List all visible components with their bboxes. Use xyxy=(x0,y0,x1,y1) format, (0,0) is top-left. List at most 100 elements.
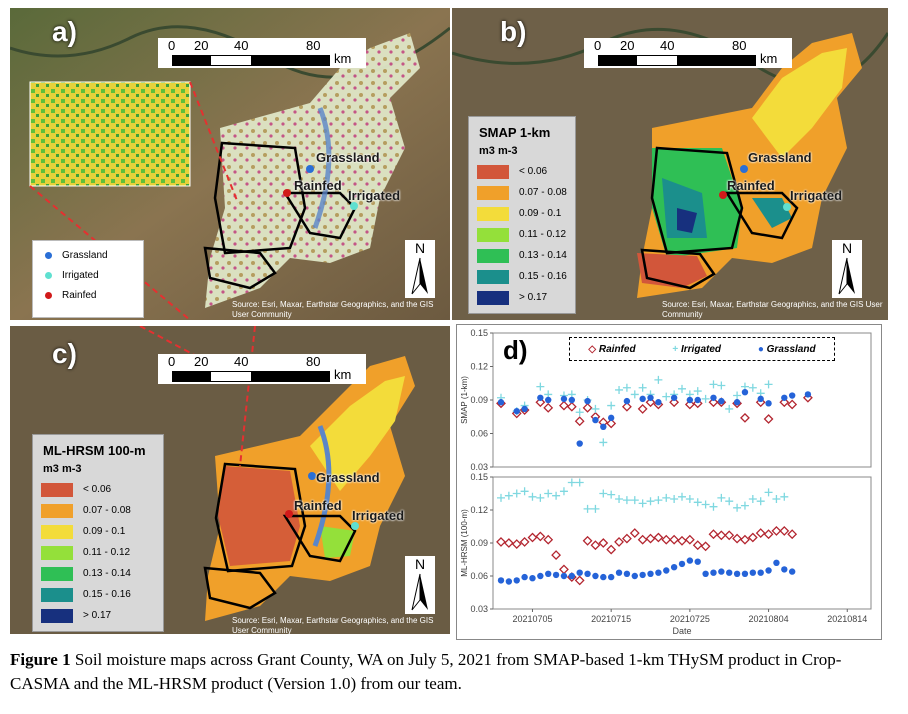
rainfed-point xyxy=(645,533,656,544)
rainfed-point xyxy=(527,532,538,543)
rainfed-point xyxy=(590,540,601,551)
grassland-point xyxy=(623,397,631,405)
irrigated-point xyxy=(772,495,781,503)
grassland-point xyxy=(623,570,631,577)
rainfed-point xyxy=(716,530,727,541)
legend-class-label: > 0.17 xyxy=(519,292,548,303)
legend-class-label: 0.15 - 0.16 xyxy=(519,271,567,282)
y-tick-label: 0.03 xyxy=(470,604,488,614)
point-legend-item: Grassland xyxy=(45,245,143,265)
irrigated-point xyxy=(599,489,608,498)
grassland-point xyxy=(804,391,812,398)
y-axis-label: SMAP (1-km) xyxy=(460,376,469,424)
legend-class-label: 0.15 - 0.16 xyxy=(83,589,131,600)
circle-icon: ● xyxy=(757,343,764,355)
rainfed-point xyxy=(559,400,569,411)
legend-swatch xyxy=(41,587,73,602)
mlhrsm-legend-row: < 0.06 xyxy=(41,479,163,500)
caption-label: Figure 1 xyxy=(10,650,71,669)
rainfed-point xyxy=(755,528,766,539)
grassland-point xyxy=(537,394,544,401)
chart-legend: ◇ Rainfed + Irrigated ● Grassland xyxy=(569,337,835,361)
panel-c-map: c) 0 20 40 80 km ML-HRSM 100-m m3 m-3 < … xyxy=(10,326,450,634)
scale-bar-b: 0 20 40 80 km xyxy=(584,38,792,68)
irrigated-point xyxy=(575,408,584,417)
irrigated-point xyxy=(678,492,686,501)
grassland-point xyxy=(521,405,528,413)
legend-swatch xyxy=(477,269,509,284)
rainfed-point xyxy=(606,544,617,555)
y-tick-label: 0.06 xyxy=(470,429,488,439)
grassland-point xyxy=(765,567,772,574)
mlhrsm-legend-title: ML-HRSM 100-m xyxy=(43,443,146,458)
rainfed-point xyxy=(755,397,766,408)
scale-bar-graphic xyxy=(172,371,330,382)
irrigated-point xyxy=(497,493,505,502)
scale-tick-40: 40 xyxy=(234,38,249,53)
site-label-rainfed: Rainfed xyxy=(294,178,342,193)
grassland-point xyxy=(576,569,583,576)
grassland-point xyxy=(568,572,576,580)
grassland-point xyxy=(733,570,741,577)
grassland-point xyxy=(584,570,591,577)
legend-swatch xyxy=(41,608,73,623)
grassland-point xyxy=(741,570,749,577)
legend-rainfed: ◇ Rainfed xyxy=(588,343,636,355)
diamond-icon: ◇ xyxy=(588,343,597,355)
grassland-point xyxy=(702,570,709,577)
legend-swatch xyxy=(41,545,73,560)
rainfed-point xyxy=(771,525,782,536)
point-legend-item: Irrigated xyxy=(45,265,143,285)
irrigated-point xyxy=(717,381,726,390)
irrigated-point xyxy=(552,491,561,500)
grassland-point xyxy=(678,560,686,568)
panel-d-tag: d) xyxy=(503,335,528,365)
legend-swatch xyxy=(477,227,509,242)
legend-class-label: 0.11 - 0.12 xyxy=(83,547,131,558)
irrigated-point xyxy=(575,478,584,487)
rainfed-point xyxy=(543,534,554,545)
caption-text: Soil moisture maps across Grant County, … xyxy=(10,650,842,693)
rainfed-point xyxy=(708,397,719,408)
grassland-point xyxy=(663,567,670,574)
source-attribution: Source: Esri, Maxar, Earthstar Geographi… xyxy=(232,300,434,319)
grassland-point xyxy=(647,570,654,577)
y-tick-label: 0.09 xyxy=(470,538,488,548)
legend-class-label: 0.13 - 0.14 xyxy=(83,568,131,579)
rainfed-point xyxy=(551,550,562,561)
grassland-point xyxy=(655,569,662,576)
grassland-point xyxy=(694,396,701,404)
panel-a-map: a) 0 20 40 80 km Grassland Irrigated Rai… xyxy=(10,8,450,320)
legend-swatch xyxy=(477,206,509,221)
rainfed-point xyxy=(740,412,750,423)
rainfed-point xyxy=(779,397,790,408)
irrigated-point xyxy=(607,490,616,499)
grassland-point xyxy=(537,572,544,580)
legend-swatch xyxy=(477,164,509,179)
grassland-point xyxy=(560,572,568,580)
grassland-point xyxy=(545,396,552,404)
rainfed-point xyxy=(684,399,695,410)
irrigated-point xyxy=(504,491,513,500)
scale-bar-graphic xyxy=(172,55,330,66)
point-legend-item: Rainfed xyxy=(45,285,143,305)
mlhrsm-legend: ML-HRSM 100-m m3 m-3 < 0.06 0.07 - 0.08 0.… xyxy=(32,434,164,632)
scale-unit: km xyxy=(334,51,352,66)
rainfed-point xyxy=(692,540,703,551)
irrigated-point xyxy=(646,497,655,506)
rainfed-point xyxy=(543,402,554,413)
grassland-point xyxy=(600,573,607,581)
rainfed-point xyxy=(708,529,719,540)
rainfed-point xyxy=(519,536,530,547)
legend-grassland: ● Grassland xyxy=(757,343,816,355)
y-tick-label: 0.15 xyxy=(470,472,488,482)
grassland-point xyxy=(733,399,741,406)
scale-tick-40: 40 xyxy=(660,38,675,53)
source-attribution: Source: Esri, Maxar, Earthstar Geographi… xyxy=(232,616,434,634)
irrigated-point xyxy=(615,385,624,394)
irrigated-point xyxy=(630,496,639,505)
mlhrsm-legend-row: 0.13 - 0.14 xyxy=(41,563,163,584)
legend-swatch xyxy=(41,524,73,539)
rainfed-point xyxy=(763,529,774,540)
irrigated-point xyxy=(654,496,663,505)
